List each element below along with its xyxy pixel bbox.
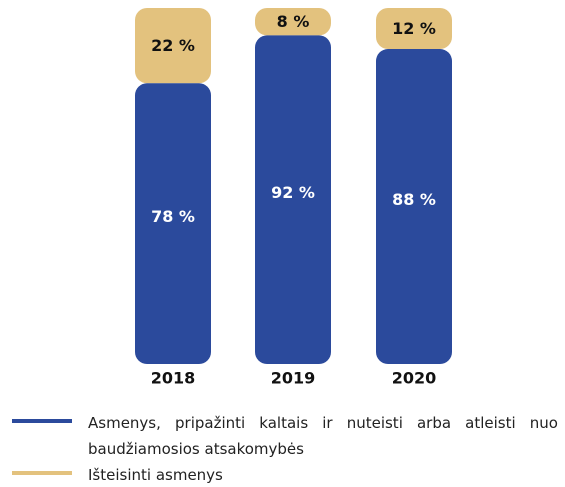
- bar-segment: [135, 83, 211, 365]
- legend-swatch: [12, 419, 72, 423]
- value-label: 78 %: [151, 207, 195, 226]
- x-tick-label: 2019: [271, 369, 316, 388]
- value-label: 8 %: [277, 12, 310, 31]
- bar-segment: [255, 35, 331, 365]
- value-label: 12 %: [392, 19, 436, 38]
- legend-label: Išteisinti asmenys: [88, 466, 223, 484]
- value-label: 88 %: [392, 190, 436, 209]
- value-label: 92 %: [271, 183, 315, 202]
- bar-segment: [376, 49, 452, 364]
- legend-item: Išteisinti asmenys: [12, 462, 558, 487]
- legend-label: Asmenys, pripažinti kaltais ir nuteisti …: [88, 414, 558, 458]
- plot: 2018 78 % 22 % 2019 92 % 8 % 2020 88 % 12 %: [135, 8, 452, 388]
- bar-segment: [135, 8, 211, 84]
- value-label: 22 %: [151, 36, 195, 55]
- x-tick-label: 2020: [392, 369, 437, 388]
- x-tick-label: 2018: [151, 369, 196, 388]
- legend-swatch: [12, 471, 72, 475]
- bar-segment: [376, 8, 452, 50]
- bar-segment: [255, 8, 331, 36]
- legend-item: Asmenys, pripažinti kaltais ir nuteisti …: [12, 410, 558, 462]
